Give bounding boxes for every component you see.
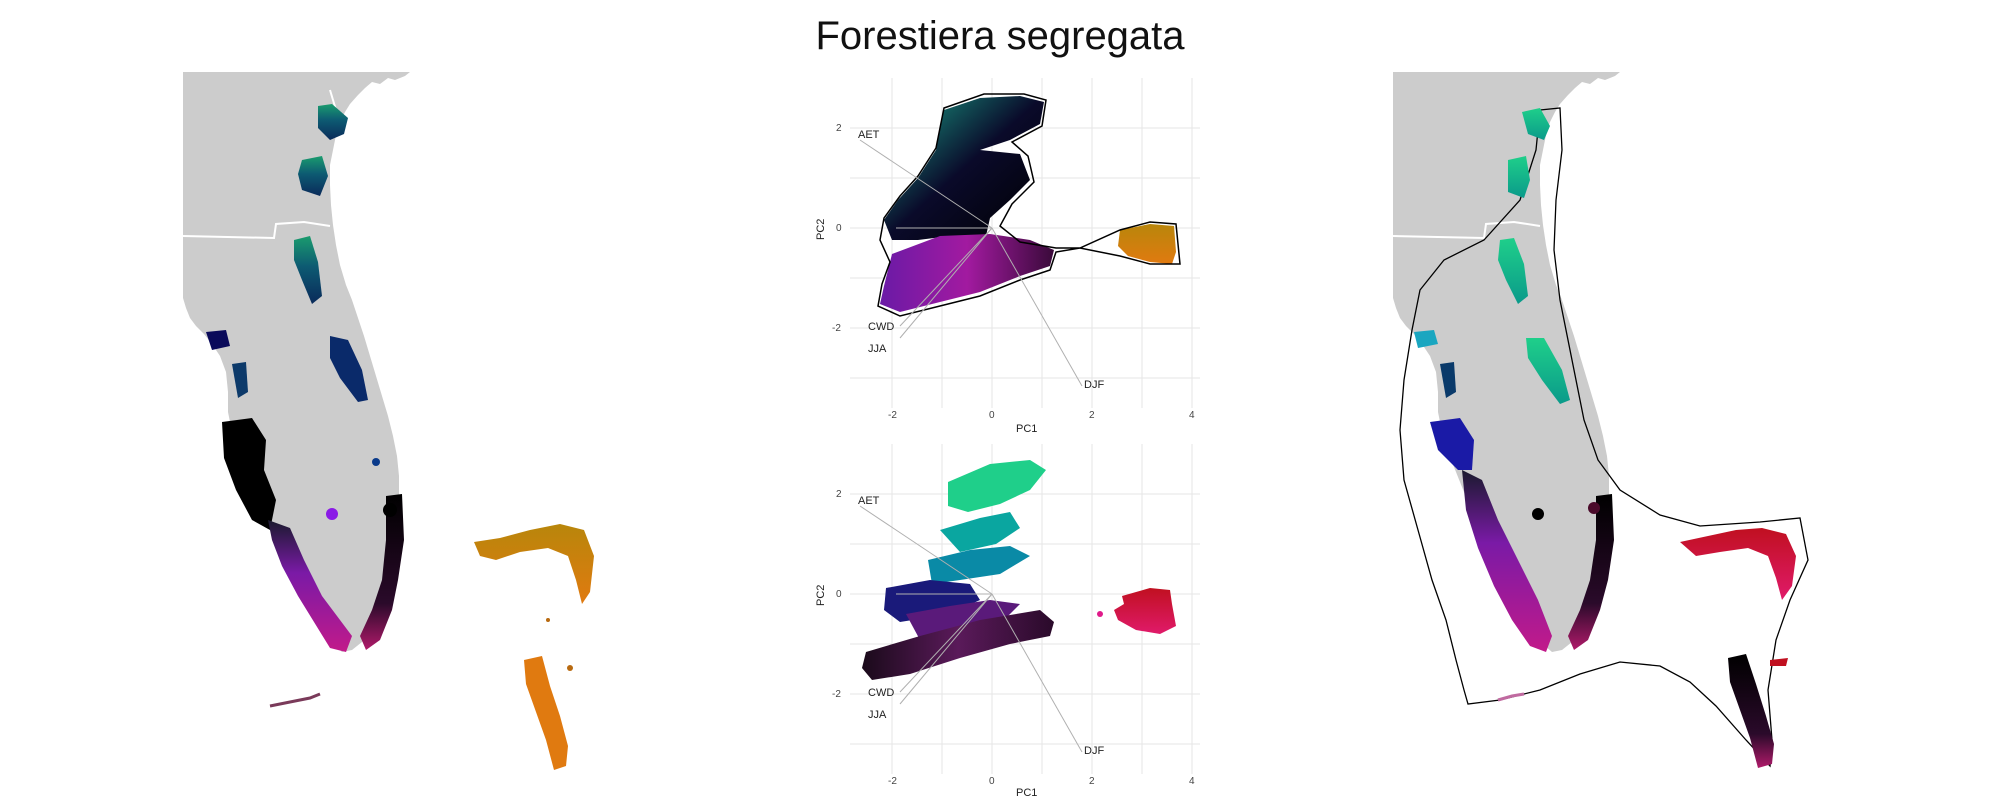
bahamas-region <box>1770 658 1788 666</box>
x-tick-label: 2 <box>1089 410 1095 421</box>
vector-label-aet: AET <box>858 495 880 507</box>
x-tick-label: 0 <box>989 776 995 787</box>
niche-cloud <box>880 234 1054 312</box>
bahamas-region <box>474 524 594 604</box>
point-population <box>546 618 550 622</box>
coastal-region <box>1568 494 1614 650</box>
bahamas-region <box>524 656 568 770</box>
x-axis-label: PC1 <box>1016 423 1037 435</box>
niche-cloud <box>1114 588 1176 634</box>
coastal-region <box>222 418 276 530</box>
y-tick-label: -2 <box>832 323 841 334</box>
niche-cloud <box>1118 224 1176 264</box>
x-tick-label: 4 <box>1189 410 1195 421</box>
vector-label-aet: AET <box>858 129 880 141</box>
vector-arrows <box>859 139 1083 387</box>
x-axis-label: PC1 <box>1016 787 1037 799</box>
point-population <box>1532 508 1544 520</box>
x-tick-label: 0 <box>989 410 995 421</box>
florida-landmass <box>183 72 410 652</box>
range-hull-outline <box>1399 107 1809 768</box>
niche-cloud <box>884 580 980 622</box>
interior-region <box>206 330 230 350</box>
vector-arrows <box>859 505 1083 753</box>
keys-region <box>269 692 321 708</box>
vector-label-djf: DJF <box>1084 745 1104 757</box>
y-tick-label: 0 <box>836 589 842 600</box>
x-tick-label: -2 <box>888 410 897 421</box>
interior-region <box>1440 362 1456 398</box>
niche-cloud <box>940 512 1020 552</box>
coastal-region <box>360 494 404 650</box>
niche-cloud <box>884 96 1044 240</box>
pca-panel-bottom: AET CWD JJA DJF -2 0 2 4 2 0 -2 PC1 PC2 <box>815 444 1200 799</box>
niche-cloud <box>948 460 1046 512</box>
coastal-region <box>1526 338 1570 404</box>
niche-cloud <box>906 600 1020 640</box>
keys-region <box>1497 692 1525 702</box>
coastal-region <box>330 336 368 402</box>
point-population <box>567 665 573 671</box>
coastal-region <box>318 104 348 140</box>
vector-label-cwd: CWD <box>868 687 894 699</box>
y-tick-label: -2 <box>832 689 841 700</box>
vector-label-cwd: CWD <box>868 321 894 333</box>
interior-region <box>1414 330 1438 348</box>
florida-landmass <box>1393 72 1620 652</box>
coastal-region <box>298 156 328 196</box>
vector-label-jja: JJA <box>868 709 887 721</box>
niche-cloud <box>928 546 1030 584</box>
coastal-region <box>294 236 322 304</box>
pca-panel-top: AET CWD JJA DJF -2 0 2 4 2 0 -2 PC1 PC2 <box>815 78 1200 435</box>
niche-cloud <box>862 610 1054 680</box>
bahamas-region <box>1680 528 1796 600</box>
coastal-region <box>1522 108 1550 140</box>
point-population <box>372 458 380 466</box>
coastal-region <box>268 520 352 652</box>
point-population <box>326 508 338 520</box>
coastal-region <box>1498 238 1528 304</box>
figure-title: Forestiera segregata <box>815 14 1185 58</box>
x-tick-label: -2 <box>888 776 897 787</box>
vector-label-jja: JJA <box>868 343 887 355</box>
state-boundary-line <box>182 220 331 240</box>
coastal-region <box>1508 156 1530 198</box>
y-axis-label: PC2 <box>815 585 827 606</box>
y-axis-label: PC2 <box>815 219 827 240</box>
y-tick-label: 2 <box>836 489 842 500</box>
niche-outline <box>877 93 1181 317</box>
x-tick-label: 4 <box>1189 776 1195 787</box>
point-population <box>383 503 397 517</box>
bahamas-region <box>1728 654 1774 768</box>
state-boundary-line <box>1392 220 1541 240</box>
coastal-region <box>1430 418 1474 470</box>
x-tick-label: 2 <box>1089 776 1095 787</box>
left-map <box>182 72 594 770</box>
y-tick-label: 2 <box>836 123 842 134</box>
point-population <box>1097 611 1103 617</box>
vector-label-djf: DJF <box>1084 379 1104 391</box>
coastal-region <box>1462 470 1552 652</box>
grid-lines <box>850 444 1200 774</box>
interior-region <box>232 362 248 398</box>
y-tick-label: 0 <box>836 223 842 234</box>
right-map <box>1392 72 1809 768</box>
point-population <box>1588 502 1600 514</box>
